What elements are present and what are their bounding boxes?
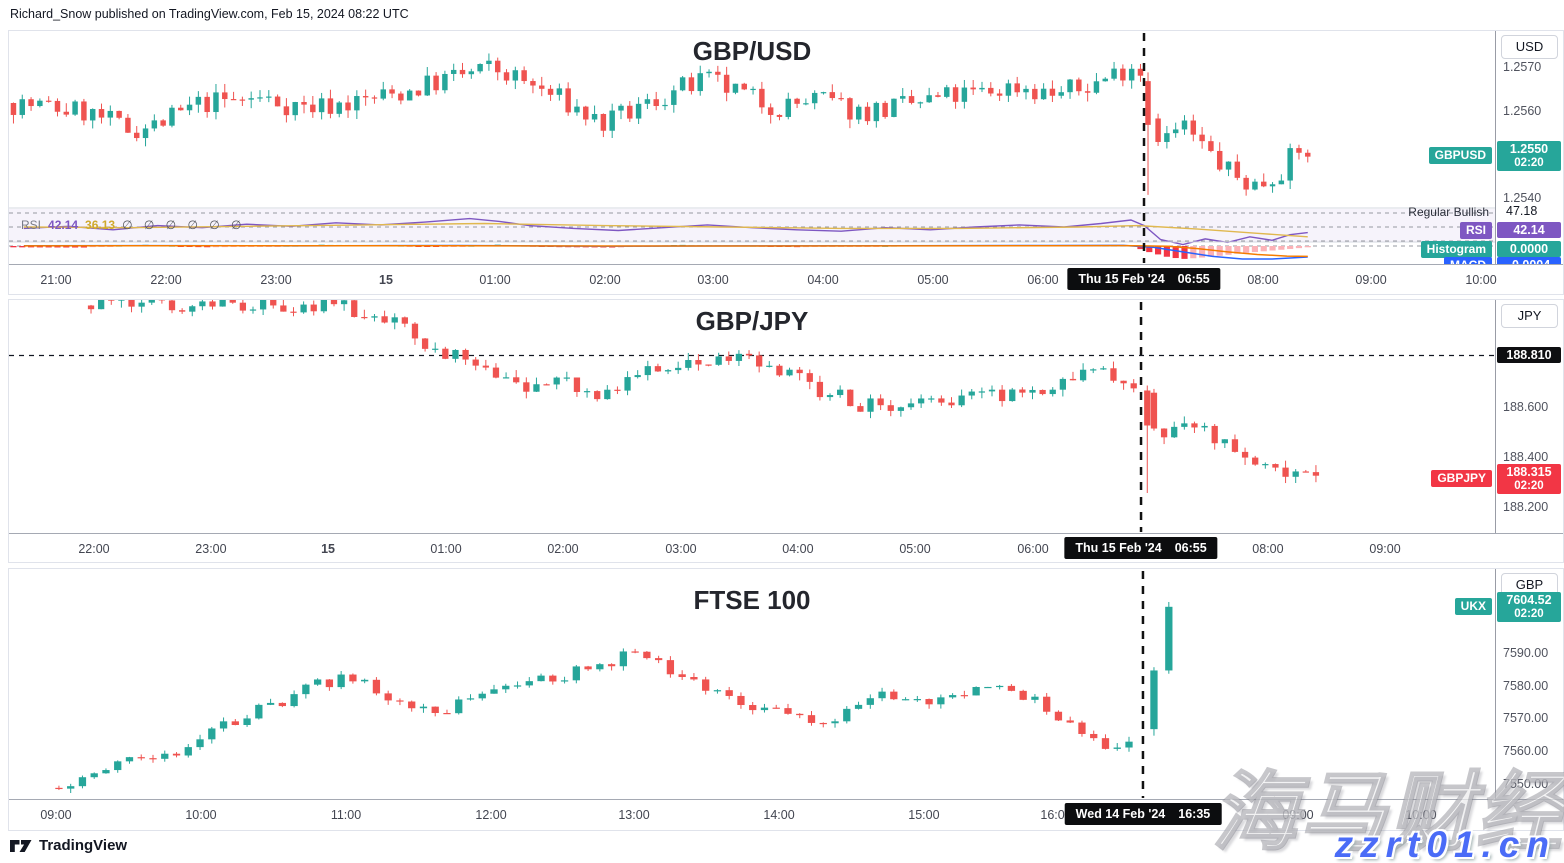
time-tick-label: 16:00 [1040,808,1072,822]
tradingview-brand-text: TradingView [39,837,128,854]
ftse-plot-area[interactable]: FTSE 100 UKX [9,569,1495,799]
price-value-badge: 0.0000 [1497,241,1561,257]
rsi-divergence-flags: ∅ ∅ ∅ ∅ ∅ ∅ [122,218,246,232]
price-value-badge: 1.2550 02:20 [1497,140,1561,171]
time-tick-label: 13:00 [618,808,650,822]
rsi-indicator-value: 42.14 [48,218,79,232]
time-tick-label: 21:00 [40,273,72,287]
price-value-badge: 7604.52 02:20 [1497,591,1561,622]
time-tick-label: 14:00 [763,808,795,822]
price-tick-label: 1.2560 [1503,103,1542,118]
time-tick-label: 06:00 [1017,542,1049,556]
tradingview-logo-icon [10,839,32,852]
time-tick-label: 11:00 [330,808,362,822]
time-tick-label: 23:00 [195,542,227,556]
price-value-badge: 42.14 [1497,222,1561,238]
gbpusd-time-axis[interactable]: 21:00 22:00 23:00 15 01:00 02:00 03:00 04:00 05:… [9,264,1563,294]
symbol-tag: MACD [1444,257,1492,264]
time-tick-label: 01:00 [479,273,511,287]
tradingview-footer: TradingView [10,837,127,854]
crosshair-time-badge: Thu 15 Feb '24 06:55 [1067,268,1221,290]
price-tick-label: 1.2540 [1503,191,1542,206]
publish-byline: Richard_Snow published on TradingView.co… [10,7,409,21]
time-tick-label: 09:00 [40,808,72,822]
indicator-value-text: 47.18 [1506,204,1538,218]
time-tick-label: 15 [321,542,335,556]
time-tick-label: 05:00 [899,542,931,556]
time-tick-label: 01:00 [430,542,462,556]
rsi-status-line: RSI 42.14 36.13 ∅ ∅ ∅ ∅ ∅ ∅ [21,218,245,232]
time-tick-label: 08:00 [1252,542,1284,556]
price-value-badge: 188.810 [1497,346,1561,363]
gbpusd-price-scale[interactable]: USD 1.2570 1.2560 1.2540 47.18 1.2550 02:20 42.… [1495,31,1563,264]
time-tick-label: 06:00 [1027,273,1059,287]
time-tick-label: 12:00 [475,808,507,822]
price-tick-label: 7580.00 [1503,678,1549,693]
rsi-indicator-name: RSI [21,218,42,232]
time-tick-label: 09:00 [1369,542,1401,556]
gbpjpy-time-axis[interactable]: 22:00 23:00 15 01:00 02:00 03:00 04:00 05:00 06:… [9,533,1563,562]
price-tick-label: 188.600 [1503,400,1549,414]
crosshair-time-badge: Thu 15 Feb '24 06:55 [1064,537,1218,559]
time-tick-label: 22:00 [150,273,182,287]
time-tick-label: 23:00 [260,273,292,287]
price-tick-label: 7590.00 [1503,646,1549,661]
rsi-ma-value: 36.13 [85,218,116,232]
time-tick-label: 09:00 [1355,273,1387,287]
symbol-tag: UKX [1454,597,1492,615]
time-tick-label: 08:00 [1247,273,1279,287]
symbol-tag: Histogram [1420,241,1492,258]
time-tick-label: 10:00 [1405,808,1437,822]
time-tick-label: 22:00 [78,542,110,556]
symbol-tag: GBPJPY [1431,470,1492,488]
time-tick-label: 03:00 [665,542,697,556]
gbpusd-chart-panel: GBP/USD Regular Bullish RSI 42.14 36.13 … [8,30,1564,295]
gbpjpy-plot-area[interactable]: GBP/JPY GBPJPY [9,300,1495,533]
time-tick-label: 03:00 [697,273,729,287]
price-tick-label: 188.400 [1503,450,1549,464]
gbpusd-candlestick-svg [9,33,1495,263]
time-tick-label: 10:00 [1465,273,1497,287]
time-tick-label: 15:00 [908,808,940,822]
rsi-divergence-label: Regular Bullish [1408,205,1489,219]
symbol-tag: RSI [1459,222,1492,239]
ftse-price-scale[interactable]: GBP 7590.00 7580.00 7570.00 7560.00 7550.00 76… [1495,569,1563,799]
divergence-text: Regular Bullish [1408,205,1489,219]
time-tick-label: 04:00 [782,542,814,556]
time-tick-label: 04:00 [807,273,839,287]
time-tick-label: 02:00 [547,542,579,556]
symbol-tag: GBPUSD [1428,146,1492,164]
gbpjpy-chart-panel: GBP/JPY GBPJPY JPY 188.600 188.400 188.200 1… [8,299,1564,563]
gbpusd-plot-area[interactable]: GBP/USD Regular Bullish RSI 42.14 36.13 … [9,31,1495,264]
time-tick-label: 15 [379,273,393,287]
time-tick-label: 05:00 [917,273,949,287]
currency-label: USD [1501,35,1558,59]
currency-label: JPY [1501,304,1558,328]
ftse-candlestick-svg [55,571,1173,798]
price-tick-label: 1.2570 [1503,60,1542,74]
gbpjpy-price-scale[interactable]: JPY 188.600 188.400 188.200 188.810 188.315 02… [1495,300,1563,533]
time-tick-label: 09:00 [1282,808,1314,822]
price-tick-label: 7550.00 [1503,776,1549,791]
ftse-chart-panel: FTSE 100 UKX GBP 7590.00 7580.00 7570.00 756… [8,568,1564,831]
time-tick-label: 10:00 [185,808,217,822]
ftse-time-axis[interactable]: 09:00 10:00 11:00 12:00 13:00 14:00 15:00 16:00… [9,799,1563,830]
crosshair-time-badge: Wed 14 Feb '24 16:35 [1064,803,1222,825]
price-tick-label: 7570.00 [1503,711,1549,726]
price-tick-label: 188.200 [1503,500,1549,514]
price-tick-label: 7560.00 [1503,743,1549,758]
time-tick-label: 02:00 [589,273,621,287]
gbpjpy-candlestick-svg [9,300,1495,532]
price-value-badge: 188.315 02:20 [1497,464,1561,495]
